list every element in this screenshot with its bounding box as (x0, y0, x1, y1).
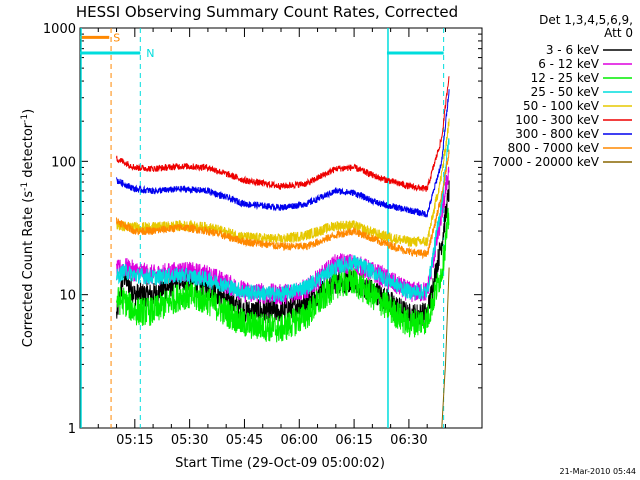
legend-label: 800 - 7000 keV (508, 141, 600, 155)
series-line (116, 149, 450, 260)
x-axis-label: Start Time (29-Oct-09 05:00:02) (175, 456, 385, 471)
y-tick-label: 1000 (43, 22, 76, 37)
series-line (116, 207, 450, 343)
legend-label: 12 - 25 keV (531, 71, 600, 85)
legend-label: 6 - 12 keV (538, 57, 600, 71)
footer-date: 21-Mar-2010 05:44 (560, 467, 637, 476)
x-tick-label: 05:30 (171, 433, 208, 448)
legend-header-line1: Det 1,3,4,5,6,9, (539, 13, 633, 27)
series-lines (116, 76, 450, 429)
x-tick-label: 05:15 (116, 433, 153, 448)
attenuator-flag-label: S (113, 31, 120, 44)
series-line (116, 138, 450, 303)
series-line (116, 76, 450, 192)
legend-header-line2: Att 0 (604, 26, 633, 40)
y-tick-label: 1 (68, 422, 76, 437)
x-tick-label: 06:15 (335, 433, 372, 448)
series-line (441, 267, 450, 429)
night-flag-label: N (146, 47, 154, 60)
chart-title: HESSI Observing Summary Count Rates, Cor… (76, 3, 458, 21)
y-tick-label: 10 (59, 289, 76, 304)
legend-label: 100 - 300 keV (515, 113, 599, 127)
legend-label: 25 - 50 keV (531, 85, 600, 99)
x-tick-label: 06:00 (281, 433, 318, 448)
legend-label: 50 - 100 keV (523, 99, 600, 113)
x-tick-label: 06:30 (390, 433, 427, 448)
x-tick-label: 05:45 (226, 433, 263, 448)
legend-label: 7000 - 20000 keV (492, 155, 599, 169)
axis-ticks: 1 10 100 1000 05:15 05:30 05:45 06:00 06:15 06:30 (43, 22, 482, 448)
y-tick-label: 100 (51, 155, 76, 170)
y-axis-label: Corrected Count Rate (s-1 detector-1) (20, 109, 36, 347)
legend-label: 300 - 800 keV (515, 127, 599, 141)
series-line (116, 89, 450, 218)
legend-label: 3 - 6 keV (546, 43, 600, 57)
